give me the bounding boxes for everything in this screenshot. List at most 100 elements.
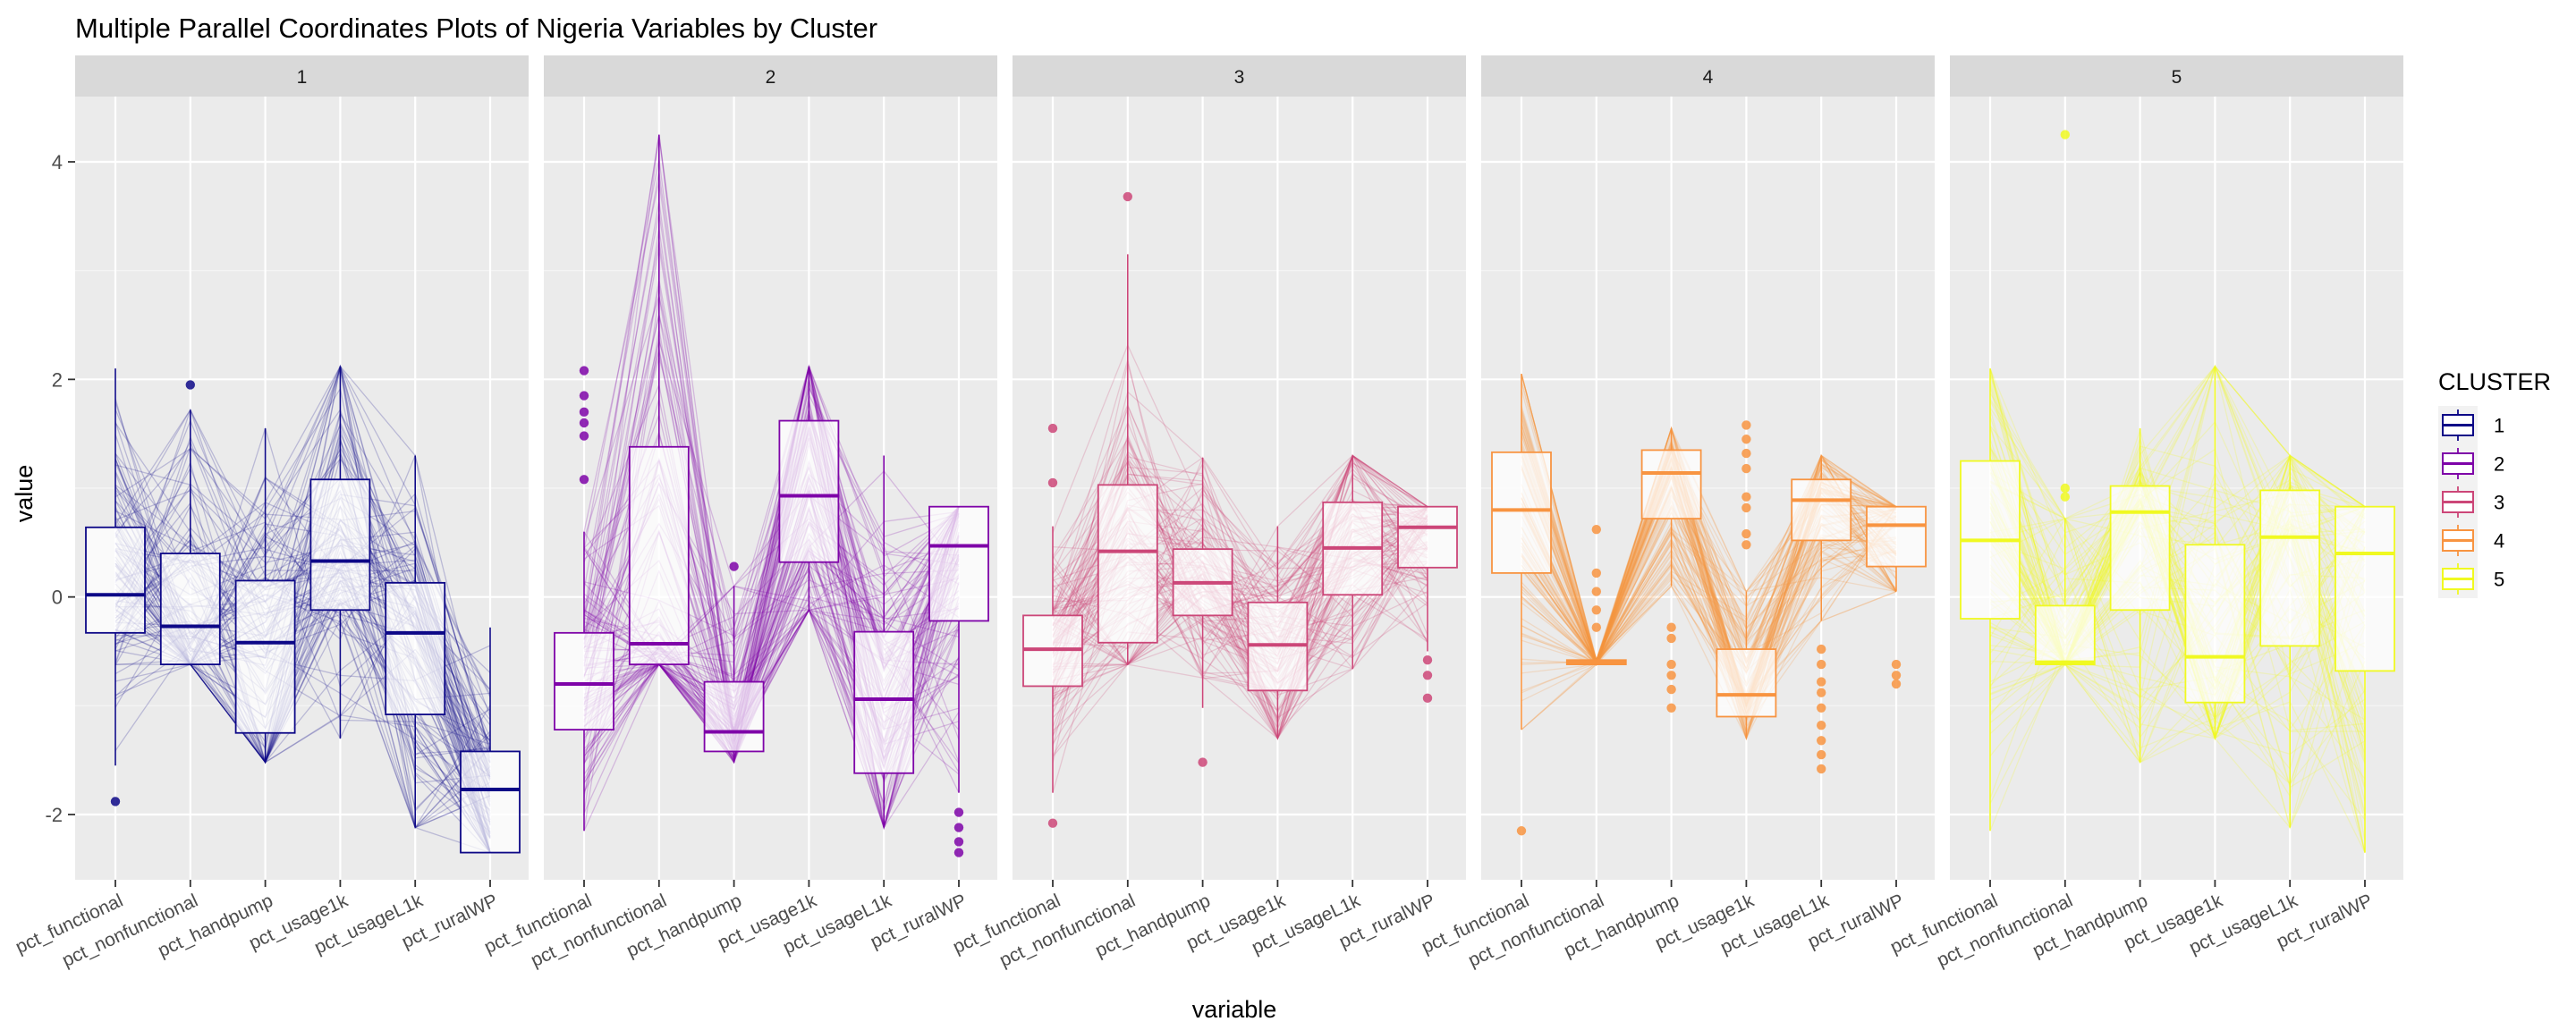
observation-line — [583, 336, 960, 832]
outlier-point — [1741, 448, 1751, 459]
boxplot-pct_handpump — [703, 586, 765, 763]
observation-line — [1521, 426, 1897, 738]
outlier-point — [579, 475, 589, 485]
facet-panel-3: 3pct_functionalpct_nonfunctionalpct_hand… — [950, 55, 1466, 971]
observation-line — [583, 364, 960, 751]
box — [703, 680, 765, 753]
facet-strip — [1013, 55, 1466, 97]
outlier-point — [729, 561, 739, 571]
box — [234, 579, 296, 734]
outlier-point — [1817, 749, 1826, 760]
observation-line — [1521, 454, 1897, 694]
y-tick-label: 4 — [52, 151, 63, 173]
outlier-point — [1817, 677, 1826, 687]
y-axis-label: value — [11, 465, 38, 523]
outlier-point — [1666, 633, 1676, 644]
observation-line — [1989, 532, 2366, 739]
outlier-point — [1666, 703, 1676, 713]
observation-line — [1989, 367, 2366, 721]
observation-line — [1521, 418, 1897, 666]
facet-panels: 1pct_functionalpct_nonfunctionalpct_hand… — [13, 55, 2403, 971]
outlier-point — [1047, 818, 1058, 828]
outlier-point — [1741, 540, 1751, 550]
outlier-point — [1817, 721, 1826, 730]
outlier-point — [579, 366, 589, 376]
observation-line — [1521, 426, 1897, 666]
observation-line — [1521, 506, 1897, 719]
box — [628, 445, 690, 665]
observation-line — [583, 200, 960, 831]
outlier-point — [579, 418, 589, 428]
boxplot-pct_handpump — [1172, 457, 1233, 708]
legend-label: 4 — [2494, 530, 2504, 553]
box — [309, 478, 371, 612]
observation-line — [1989, 477, 2366, 785]
facet-panel-5: 5pct_functionalpct_nonfunctionalpct_hand… — [1887, 55, 2403, 971]
boxplot-pct_functional — [1960, 368, 2021, 832]
observation-line — [1521, 374, 1897, 663]
facet-strip-label: 4 — [1703, 67, 1714, 88]
observation-line — [1521, 453, 1897, 663]
observation-line — [583, 410, 960, 783]
outlier-point — [1666, 671, 1676, 680]
observation-line — [1052, 461, 1428, 666]
observation-line — [1052, 363, 1428, 703]
observation-line — [1052, 435, 1428, 629]
boxplot-pct_ruralWP — [1397, 505, 1458, 652]
outlier-point — [1422, 671, 1433, 680]
outlier-point — [1591, 605, 1602, 615]
outlier-point — [1817, 659, 1826, 670]
observation-line — [1521, 462, 1897, 669]
observation-line — [1052, 545, 1428, 733]
x-axis-label: variable — [1192, 996, 1277, 1023]
observation-line — [114, 487, 491, 853]
outlier-point — [1741, 420, 1751, 430]
boxplot-pct_ruralWP — [460, 627, 521, 854]
box — [385, 581, 446, 715]
box — [1397, 505, 1458, 569]
outlier-point — [1666, 659, 1676, 670]
y-axis: -2 0 2 4 — [45, 151, 75, 826]
legend-entry-4: 4 — [2438, 521, 2504, 560]
facet-strip-label: 5 — [2172, 67, 2182, 88]
observation-line — [114, 367, 491, 813]
outlier-point — [1198, 757, 1208, 767]
observation-line — [1521, 454, 1897, 662]
observation-line — [1521, 443, 1897, 665]
observation-line — [1521, 412, 1897, 706]
box — [1097, 484, 1158, 644]
legend-entry-1: 1 — [2438, 406, 2504, 444]
legend-entry-2: 2 — [2438, 444, 2504, 483]
observation-line — [583, 366, 960, 828]
legend: CLUSTER 1 2 3 4 5 — [2438, 368, 2551, 598]
box — [853, 630, 915, 774]
observation-line — [1521, 448, 1897, 722]
outlier-point — [1817, 736, 1826, 746]
facet-strip — [544, 55, 997, 97]
outlier-point — [110, 797, 121, 806]
observation-line — [1989, 485, 2366, 691]
observation-line — [1052, 515, 1428, 731]
observation-line — [583, 350, 960, 828]
boxplot-pct_handpump — [234, 428, 296, 763]
outlier-point — [1741, 435, 1751, 444]
observation-line — [583, 531, 960, 831]
outlier-point — [2060, 492, 2070, 502]
observation-line — [583, 506, 960, 814]
outlier-point — [1516, 826, 1527, 836]
observation-line — [583, 494, 960, 764]
legend-label: 3 — [2494, 492, 2504, 514]
observation-line — [1052, 468, 1428, 666]
observation-line — [1521, 467, 1897, 662]
observation-line — [1521, 457, 1897, 704]
outlier-point — [1891, 659, 1902, 670]
boxplot-pct_usageL1k — [385, 455, 446, 828]
observation-line — [583, 212, 960, 730]
observation-line — [1521, 389, 1897, 688]
outlier-point — [1422, 655, 1433, 665]
box — [1866, 505, 1927, 568]
boxplot-pct_ruralWP — [2334, 505, 2395, 853]
outlier-point — [953, 807, 964, 817]
observation-line — [1052, 407, 1428, 691]
observation-line — [114, 502, 491, 829]
